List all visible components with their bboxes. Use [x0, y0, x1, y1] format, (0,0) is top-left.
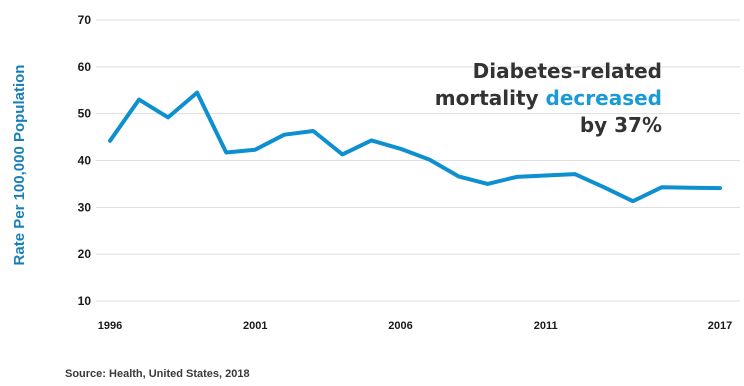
x-tick-label-1996: 1996: [98, 320, 122, 332]
y-tick-label-30: 30: [78, 200, 92, 214]
y-tick-label-70: 70: [78, 13, 92, 27]
source-note: Source: Health, United States, 2018: [65, 368, 250, 380]
annotation-highlight: decreased: [546, 86, 662, 110]
chart-annotation: Diabetes-related mortality decreased by …: [435, 58, 662, 139]
x-tick-label-2001: 2001: [243, 320, 267, 332]
y-tick-label-10: 10: [78, 294, 92, 308]
x-tick-label-2017: 2017: [708, 320, 732, 332]
y-tick-label-60: 60: [78, 60, 92, 74]
x-tick-label-2011: 2011: [534, 320, 558, 332]
y-axis-label: Rate Per 100,000 Population: [11, 65, 28, 266]
annotation-line-2-prefix: mortality: [435, 86, 546, 110]
y-tick-label-20: 20: [78, 247, 92, 261]
annotation-line-1: Diabetes-related: [435, 58, 662, 85]
annotation-line-3: by 37%: [435, 112, 662, 139]
y-tick-label-50: 50: [78, 107, 92, 121]
y-tick-labels: 10 20 30 40 50 60 70: [78, 13, 92, 308]
y-tick-label-40: 40: [78, 154, 92, 168]
x-tick-label-2006: 2006: [388, 320, 412, 332]
annotation-line-2: mortality decreased: [435, 85, 662, 112]
x-tick-labels: 1996 2001 2006 2011 2017: [98, 320, 732, 332]
